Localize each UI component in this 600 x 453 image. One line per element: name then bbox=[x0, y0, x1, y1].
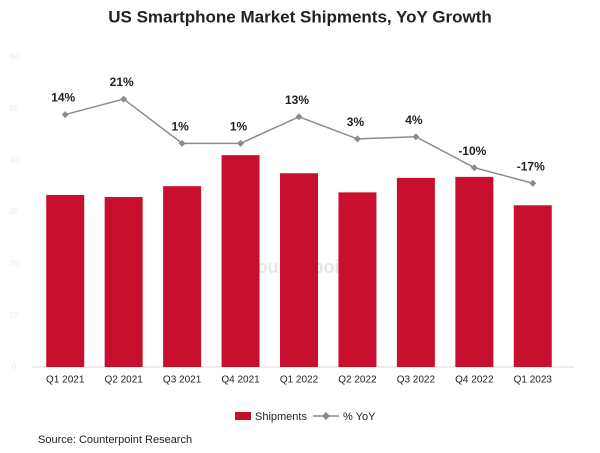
legend-swatch bbox=[235, 412, 251, 420]
bar bbox=[46, 194, 85, 367]
y-tick-label: 60 bbox=[10, 52, 19, 61]
x-tick-label: Q1 2022 bbox=[280, 375, 319, 386]
line-marker bbox=[470, 164, 478, 172]
data-label: 21% bbox=[110, 75, 134, 89]
y-tick-label: 0 bbox=[12, 362, 17, 371]
x-tick-label: Q3 2021 bbox=[163, 375, 202, 386]
data-label: 4% bbox=[405, 113, 423, 127]
line-marker bbox=[178, 139, 186, 147]
line-marker bbox=[295, 113, 303, 121]
line-marker bbox=[353, 135, 361, 143]
bar bbox=[396, 177, 435, 367]
line-marker bbox=[237, 139, 245, 147]
data-label: -17% bbox=[517, 159, 545, 173]
data-label: 1% bbox=[230, 120, 248, 134]
bar bbox=[455, 176, 494, 367]
data-label: 3% bbox=[347, 115, 365, 129]
y-tick-label: 40 bbox=[10, 155, 19, 164]
x-tick-label: Q2 2021 bbox=[104, 375, 143, 386]
x-tick-label: Q2 2022 bbox=[338, 375, 377, 386]
data-label: -10% bbox=[458, 144, 486, 158]
line-marker bbox=[412, 133, 420, 141]
y-tick-label: 30 bbox=[10, 207, 19, 216]
x-tick-label: Q4 2022 bbox=[455, 375, 494, 386]
x-tick-label: Q3 2022 bbox=[397, 375, 436, 386]
bar bbox=[104, 197, 143, 367]
bar bbox=[163, 186, 202, 367]
data-label: 13% bbox=[285, 93, 309, 107]
legend-label: % YoY bbox=[343, 411, 376, 423]
bar bbox=[280, 173, 318, 367]
legend-label: Shipments bbox=[255, 411, 307, 423]
y-tick-label: 20 bbox=[10, 259, 19, 268]
bar bbox=[338, 192, 377, 367]
source: Source: Counterpoint Research bbox=[38, 434, 192, 446]
x-tick-label: Q1 2023 bbox=[514, 375, 553, 386]
y-tick-label: 10 bbox=[10, 310, 19, 319]
line bbox=[65, 98, 533, 184]
data-label: 14% bbox=[51, 91, 75, 105]
data-label: 1% bbox=[171, 120, 189, 134]
bar bbox=[513, 205, 552, 367]
x-tick-label: Q1 2021 bbox=[46, 375, 85, 386]
line-marker bbox=[529, 179, 537, 187]
legend-swatch bbox=[322, 412, 330, 420]
y-tick-label: 50 bbox=[10, 104, 19, 113]
x-tick-label: Q4 2021 bbox=[221, 375, 260, 386]
line-marker bbox=[120, 95, 128, 103]
bar bbox=[221, 155, 260, 367]
line-marker bbox=[61, 111, 69, 119]
chart-title: US Smartphone Market Shipments, YoY Grow… bbox=[108, 7, 492, 26]
